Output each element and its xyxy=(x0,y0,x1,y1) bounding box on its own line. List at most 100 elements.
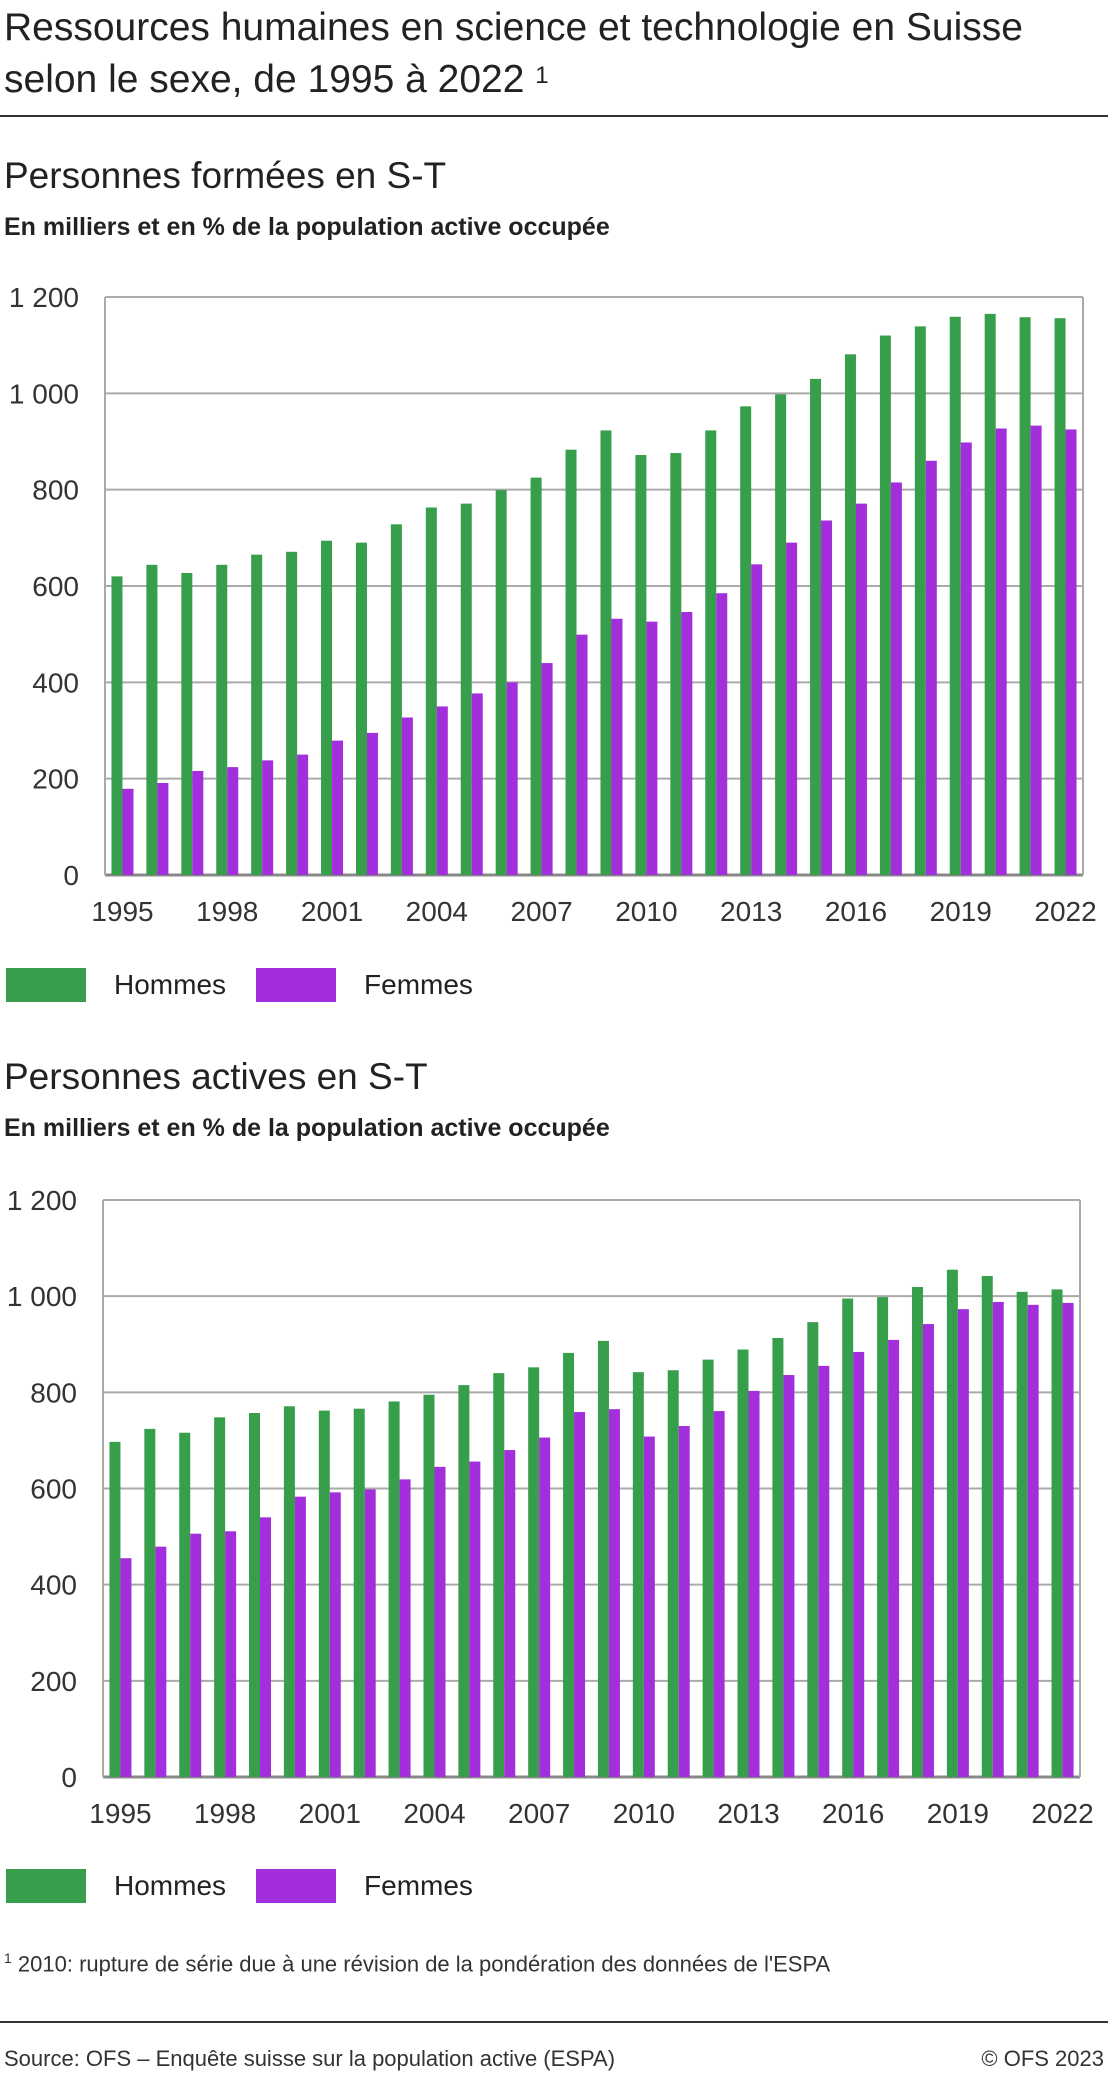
page-title: Ressources humaines en science et techno… xyxy=(4,2,1094,106)
bar-hommes-2001 xyxy=(318,1410,330,1777)
bar-femmes-2005 xyxy=(471,693,483,875)
bar-hommes-2009 xyxy=(600,430,612,875)
chart2-subtitle: En milliers et en % de la population act… xyxy=(4,1114,610,1142)
chart1-title: Personnes formées en S-T xyxy=(4,155,447,196)
y-tick-label: 400 xyxy=(30,1570,77,1601)
bar-hommes-2016 xyxy=(844,354,856,875)
bar-femmes-1999 xyxy=(260,1517,272,1777)
x-tick-label: 2001 xyxy=(301,896,363,927)
bar-hommes-2006 xyxy=(495,490,507,875)
bar-hommes-2013 xyxy=(737,1349,749,1777)
bar-femmes-2011 xyxy=(678,1425,690,1777)
y-tick-label: 200 xyxy=(30,1666,77,1697)
bar-hommes-2010 xyxy=(632,1372,644,1777)
bar-femmes-2020 xyxy=(992,1301,1004,1777)
x-tick-label: 2013 xyxy=(717,1798,779,1829)
x-tick-label: 2007 xyxy=(510,896,572,927)
x-tick-label: 2016 xyxy=(825,896,887,927)
bar-hommes-2011 xyxy=(670,453,682,875)
x-tick-label: 2010 xyxy=(613,1798,675,1829)
bar-hommes-2005 xyxy=(460,503,472,875)
bar-femmes-2001 xyxy=(332,740,344,875)
bar-hommes-2015 xyxy=(810,378,822,875)
bar-hommes-1996 xyxy=(146,564,158,875)
bar-hommes-2017 xyxy=(879,335,891,875)
bar-femmes-2000 xyxy=(297,754,309,875)
bar-hommes-1998 xyxy=(216,564,228,875)
y-tick-label: 200 xyxy=(32,764,79,795)
bar-femmes-1996 xyxy=(155,1546,167,1777)
bar-femmes-2019 xyxy=(960,442,972,875)
bar-femmes-2018 xyxy=(925,460,937,875)
bar-hommes-2000 xyxy=(286,551,298,875)
legend-swatch-hommes xyxy=(6,968,86,1002)
footnote: 1 2010: rupture de série due à une révis… xyxy=(4,1950,830,1977)
bar-hommes-2004 xyxy=(423,1394,435,1777)
bar-femmes-2016 xyxy=(853,1351,865,1777)
bar-hommes-2017 xyxy=(877,1297,889,1777)
bar-hommes-2002 xyxy=(353,1408,365,1777)
source: Source: OFS – Enquête suisse sur la popu… xyxy=(4,2046,616,2071)
bar-hommes-2021 xyxy=(1019,317,1031,876)
legend-item-femmes: Femmes xyxy=(256,968,473,1002)
chart1-svg: 0 200 400 600 800 1 000 1 200 1995 1998 2001 2004 2… xyxy=(9,282,1097,927)
y-tick-label: 400 xyxy=(32,667,79,698)
bar-hommes-2010 xyxy=(635,454,647,875)
footnote-text: 2010: rupture de série due à une révisio… xyxy=(17,1951,831,1977)
bar-femmes-2001 xyxy=(329,1492,341,1777)
x-tick-label: 2022 xyxy=(1031,1798,1093,1829)
bar-hommes-2012 xyxy=(702,1359,714,1777)
x-tick-label: 1995 xyxy=(89,1798,151,1829)
bar-femmes-2000 xyxy=(294,1496,306,1777)
bar-hommes-2013 xyxy=(740,406,752,875)
legend-label-femmes: Femmes xyxy=(364,969,473,1000)
bar-femmes-1998 xyxy=(227,767,239,875)
bar-femmes-2004 xyxy=(434,1466,446,1777)
bar-hommes-2002 xyxy=(355,542,367,875)
legend-label-hommes: Hommes xyxy=(114,969,227,1000)
bar-hommes-2003 xyxy=(390,524,402,875)
bar-femmes-1998 xyxy=(225,1531,237,1777)
bar-hommes-1999 xyxy=(249,1413,261,1777)
bar-hommes-2019 xyxy=(949,316,961,876)
bar-femmes-1995 xyxy=(120,1558,132,1777)
bar-hommes-1997 xyxy=(179,1432,191,1777)
bar-hommes-2011 xyxy=(667,1370,679,1777)
chart1-legend: Hommes Femmes xyxy=(6,968,503,1002)
x-tick-label: 2004 xyxy=(406,896,468,927)
bar-hommes-2015 xyxy=(807,1322,819,1777)
bar-femmes-2022 xyxy=(1062,1302,1074,1777)
legend-swatch-hommes xyxy=(6,1869,86,1903)
bar-femmes-2007 xyxy=(541,663,553,875)
bar-femmes-2009 xyxy=(608,1409,620,1777)
x-tick-label: 1998 xyxy=(196,896,258,927)
bar-femmes-2009 xyxy=(611,618,623,875)
bar-hommes-2014 xyxy=(772,1337,784,1777)
y-tick-label: 1 200 xyxy=(7,1185,77,1216)
bar-hommes-2014 xyxy=(775,394,787,875)
y-tick-label: 1 000 xyxy=(9,378,79,409)
bar-femmes-2006 xyxy=(504,1450,516,1777)
bar-hommes-1999 xyxy=(251,554,263,875)
x-tick-label: 2010 xyxy=(615,896,677,927)
bar-hommes-2020 xyxy=(984,313,996,875)
bar-hommes-1998 xyxy=(214,1417,226,1777)
x-tick-label: 2019 xyxy=(927,1798,989,1829)
bar-hommes-2007 xyxy=(528,1367,540,1777)
bar-hommes-2020 xyxy=(981,1275,993,1777)
y-tick-label: 0 xyxy=(61,1762,77,1793)
bar-hommes-2003 xyxy=(388,1401,400,1777)
bar-femmes-2004 xyxy=(436,706,448,875)
bar-hommes-1995 xyxy=(109,1441,121,1777)
bar-femmes-2008 xyxy=(576,634,588,875)
bar-hommes-2022 xyxy=(1051,1289,1063,1777)
footer-divider xyxy=(0,2021,1108,2023)
x-tick-label: 2013 xyxy=(720,896,782,927)
bar-femmes-2002 xyxy=(366,732,378,875)
bar-femmes-2016 xyxy=(855,503,867,875)
bar-femmes-2021 xyxy=(1027,1304,1039,1777)
bar-hommes-2016 xyxy=(842,1298,854,1777)
bar-hommes-2022 xyxy=(1054,318,1066,875)
x-tick-label: 2019 xyxy=(930,896,992,927)
bar-hommes-2000 xyxy=(283,1406,295,1777)
